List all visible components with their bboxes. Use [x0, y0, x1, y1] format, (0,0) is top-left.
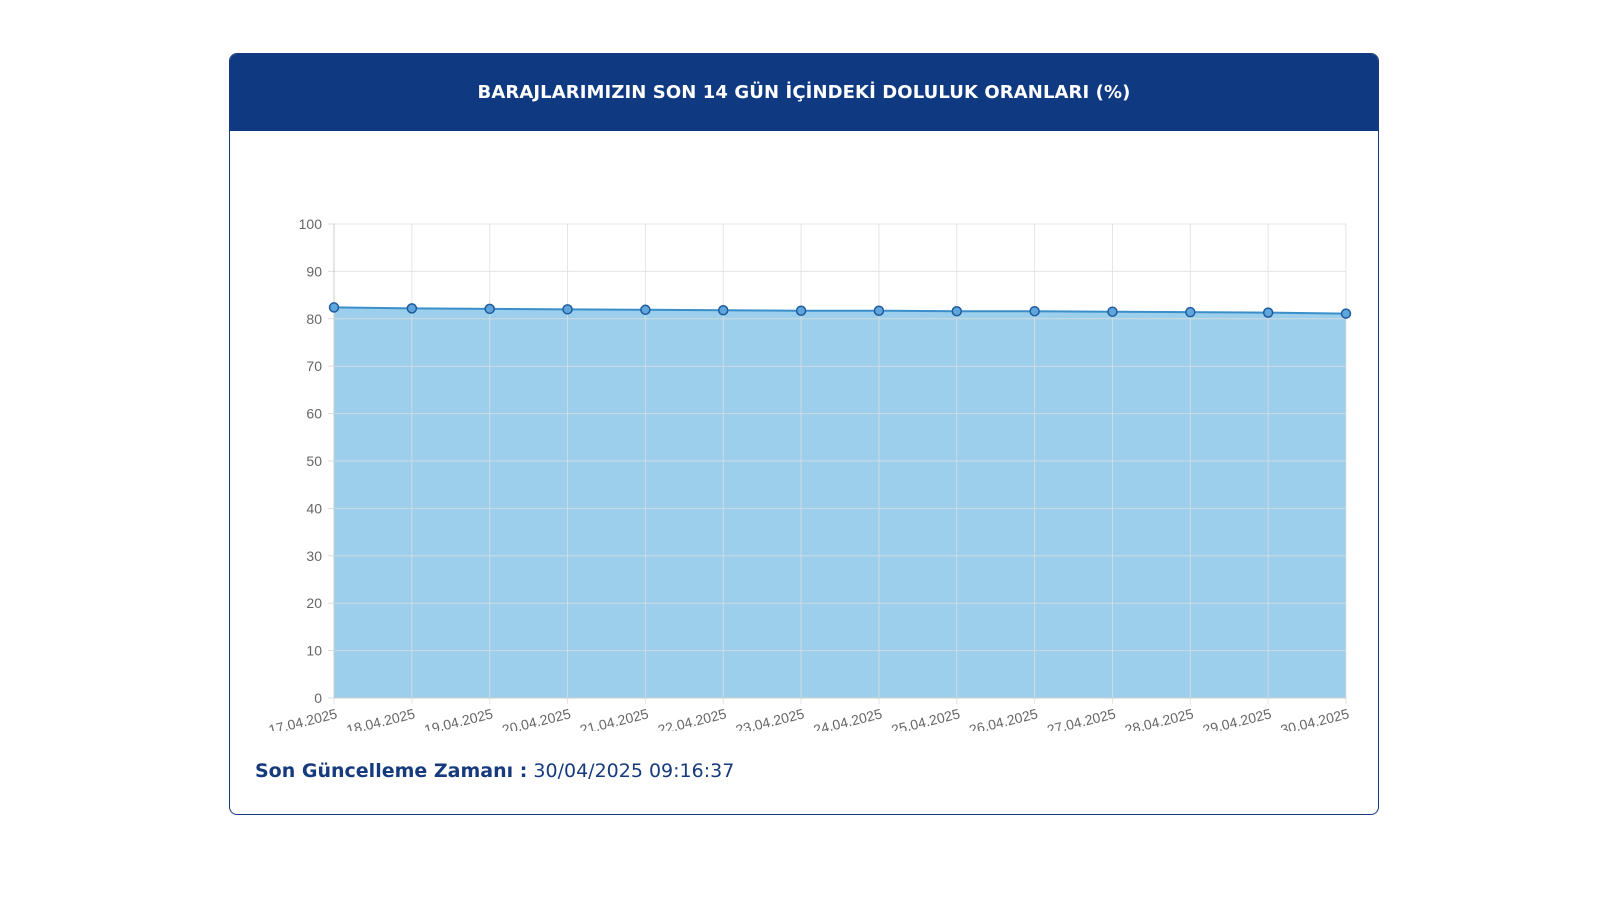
- data-point: [1340, 308, 1352, 319]
- x-tick-label: 30.04.2025: [1279, 705, 1351, 731]
- series-line: [333, 306, 1347, 315]
- area-chart: 0 10 20 30 40 50 60 70 80 90 100 17.04.2025 18.04.20…: [267, 216, 1352, 731]
- data-point: [484, 303, 495, 315]
- last-update-label: Son Güncelleme Zamanı :: [255, 760, 528, 782]
- data-point: [1107, 306, 1118, 317]
- y-tick-label: 50: [306, 453, 322, 469]
- x-tick-label: 25.04.2025: [890, 705, 962, 731]
- last-update-value: 30/04/2025 09:16:37: [533, 760, 735, 782]
- data-point: [1262, 307, 1274, 318]
- data-point: [795, 305, 807, 316]
- chart-card: BARAJLARIMIZIN SON 14 GÜN İÇİNDEKİ DOLUL…: [229, 53, 1379, 815]
- chart-area: 0 10 20 30 40 50 60 70 80 90 100 17.04.2025 18.04.20…: [230, 131, 1377, 731]
- x-tick-label: 23.04.2025: [734, 705, 806, 731]
- card-header: BARAJLARIMIZIN SON 14 GÜN İÇİNDEKİ DOLUL…: [230, 54, 1378, 131]
- x-tick-label: 28.04.2025: [1123, 705, 1195, 731]
- x-tick-label: 22.04.2025: [656, 705, 728, 731]
- x-tick-label: 26.04.2025: [967, 705, 1039, 731]
- data-point: [406, 303, 418, 314]
- y-tick-label: 30: [306, 548, 322, 564]
- y-tick-label: 90: [306, 263, 322, 279]
- y-tick-label: 60: [306, 406, 322, 422]
- x-tick-label: 24.04.2025: [812, 705, 884, 731]
- y-tick-label: 0: [314, 690, 322, 706]
- area-fill: [334, 307, 1346, 698]
- x-tick-label: 19.04.2025: [423, 705, 495, 731]
- x-tick-label: 27.04.2025: [1045, 705, 1117, 731]
- chart-title: BARAJLARIMIZIN SON 14 GÜN İÇİNDEKİ DOLUL…: [477, 82, 1131, 103]
- y-tick-label: 100: [299, 216, 323, 232]
- data-point: [640, 304, 651, 316]
- y-tick-label: 10: [306, 643, 322, 659]
- y-tick-label: 80: [306, 311, 322, 327]
- data-point: [951, 305, 963, 317]
- data-point: [1185, 306, 1196, 318]
- x-tick-label: 18.04.2025: [345, 705, 417, 731]
- last-update: Son Güncelleme Zamanı : 30/04/2025 09:16…: [255, 760, 734, 782]
- data-point: [328, 302, 340, 313]
- x-tick-label: 29.04.2025: [1201, 705, 1273, 731]
- x-tick-label: 20.04.2025: [500, 705, 572, 731]
- data-point: [1029, 305, 1040, 317]
- y-tick-label: 20: [306, 595, 322, 611]
- x-tick-label: 17.04.2025: [267, 705, 339, 731]
- y-tick-label: 70: [306, 358, 322, 374]
- data-point: [562, 304, 573, 315]
- data-point: [873, 305, 885, 316]
- y-tick-label: 40: [306, 500, 322, 516]
- x-tick-label: 21.04.2025: [578, 705, 650, 731]
- data-point: [717, 305, 729, 316]
